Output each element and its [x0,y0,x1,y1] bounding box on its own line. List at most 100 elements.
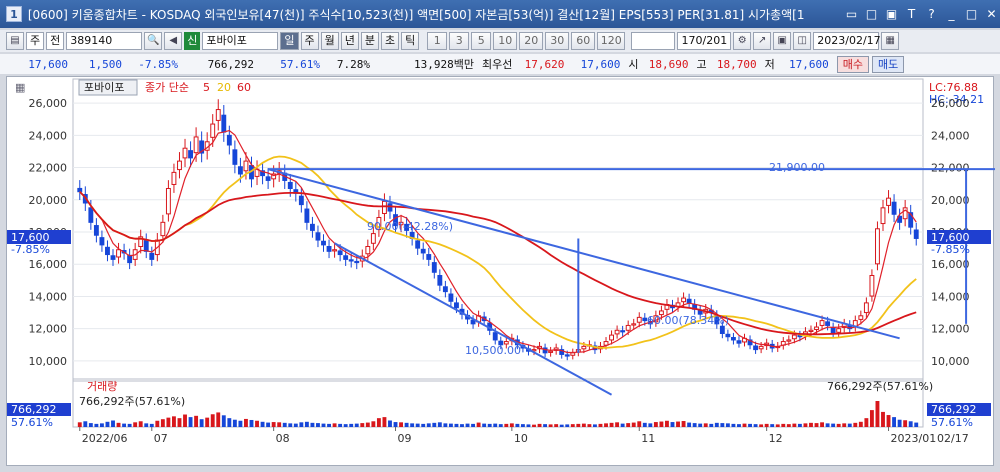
interval-button[interactable]: 60 [571,32,596,50]
speaker-icon[interactable]: ◀ [164,32,183,50]
candle-body [260,170,266,177]
chart-settings-icon[interactable]: ▦ [15,81,25,94]
chart-panel[interactable]: ▦ 포바이포 종가 단순 5 20 60 LC:76.88 HC:-34.21 … [6,76,1000,467]
interval-button[interactable]: 5 [471,32,492,50]
volume-bar [714,422,719,427]
candle-body [559,349,565,355]
high-price: 18,700 [716,57,757,71]
custom-interval-select[interactable] [631,32,676,50]
volume-bar [770,424,775,427]
candle-body [858,315,864,320]
candle-body [498,340,504,346]
candle-body [309,223,315,231]
candle-body [503,341,509,345]
volume-bar [737,424,741,427]
period-select[interactable]: 전 [46,32,65,50]
candle-body [902,207,908,220]
date-input[interactable]: 2023/02/17 [813,32,881,50]
lock-icon[interactable]: ◫ [793,32,812,50]
candle-body [199,140,205,154]
candle-body [570,352,576,356]
candle-body [880,207,886,225]
volume-bar [133,422,138,427]
volume-bar [338,423,343,427]
volume-bar [244,418,248,427]
volume-bar [509,423,514,427]
trendlines [267,168,1000,396]
current-price-right: 17,600 [931,231,970,244]
volume-bar [365,422,370,427]
volume-bar [897,419,902,427]
trendline [334,242,613,396]
turnover-rate: 7.28% [336,57,370,71]
price-chart[interactable]: ▦ 포바이포 종가 단순 5 20 60 LC:76.88 HC:-34.21 … [7,77,1000,467]
maximize-icon[interactable]: □ [965,6,978,21]
date-tick-label: 2022/06 [82,432,128,445]
candle-body [182,147,188,159]
volume-bar [421,423,426,427]
candle-body [636,316,642,323]
interval-button[interactable]: 10 [493,32,518,50]
calendar-icon[interactable]: ▦ [881,32,900,50]
interval-button[interactable]: 20 [519,32,544,50]
date-tick-label: 08 [276,432,290,445]
price-tick-label: 22,000 [931,162,970,175]
layout-icon[interactable]: ▤ [6,32,24,50]
window-restore-icon[interactable]: □ [865,6,878,21]
save-icon[interactable]: ▣ [773,32,792,50]
interval-button[interactable]: 30 [545,32,570,50]
open-price: 18,690 [648,57,689,71]
minimize-icon[interactable]: _ [948,6,955,21]
close-icon[interactable]: ✕ [986,6,997,21]
volume-bar [482,423,487,427]
volume-bar [831,423,836,427]
candle-body [747,339,753,346]
volume-bar [653,422,658,427]
volume-bar [443,423,448,427]
volume-bar [543,424,548,427]
font-size-icon[interactable]: T [907,6,916,21]
volume-bar [188,417,193,427]
volume-bar [349,423,354,427]
search-icon[interactable]: 🔍 [144,32,163,50]
candle-body [382,200,387,214]
candle-body [210,123,216,138]
view-count-field[interactable]: 170/201 [677,32,732,50]
candle-body [681,297,687,303]
candle-body [348,259,354,262]
indicator-icon[interactable]: ↗ [753,32,772,50]
candle-body [237,166,243,175]
help-icon[interactable]: ? [928,6,935,21]
view-count: 170 [681,34,703,47]
candle-body [420,248,426,254]
interval-button[interactable]: 3 [449,32,470,50]
candle-body [825,321,831,326]
candle-body [77,187,83,193]
interval-button[interactable]: 120 [597,32,626,50]
tab-minute[interactable]: 분 [360,32,379,50]
window-tile-icon[interactable]: ▭ [845,6,858,21]
window-pin-icon[interactable]: ▣ [885,6,898,21]
tab-daily[interactable]: 일 [280,32,299,50]
volume-bar [670,422,675,427]
volume-bar [781,423,786,427]
tab-monthly[interactable]: 월 [320,32,339,50]
stock-code-input[interactable]: 389140 [66,32,143,50]
tab-yearly[interactable]: 년 [340,32,359,50]
candle-body [913,229,919,239]
sell-button[interactable]: 매도 [872,55,905,73]
volume-bar [598,423,603,427]
candle-body [304,208,310,223]
tab-tick[interactable]: 틱 [401,32,420,50]
settings-icon[interactable]: ⚙ [733,32,752,50]
tab-second[interactable]: 초 [381,32,400,50]
volume-bar [343,424,348,427]
candle-body [753,345,759,351]
volume-bar [144,423,149,427]
interval-button[interactable]: 1 [427,32,448,50]
candle-body [426,254,432,260]
volume-bar [321,423,326,427]
market-select[interactable]: 주 [26,32,45,50]
tab-weekly[interactable]: 주 [300,32,319,50]
buy-button[interactable]: 매수 [836,55,869,73]
